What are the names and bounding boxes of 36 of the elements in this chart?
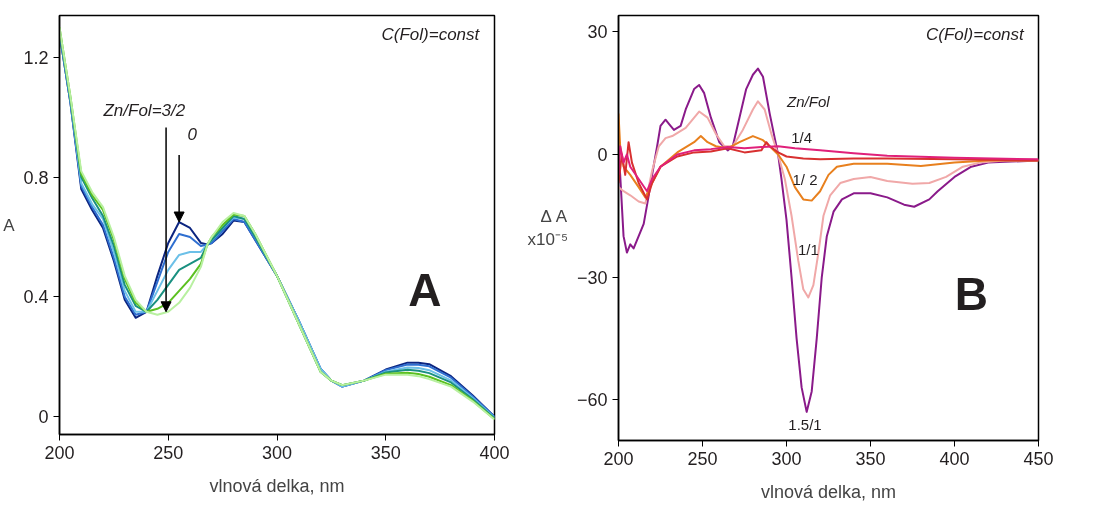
x-axis-title: vlnová delka, nm [209,475,345,496]
line-series [618,141,1039,201]
y-axis-title: Δ A x10⁻⁵ [527,207,568,249]
y-tick-label: 0.8 [23,167,49,188]
y-tick-label: 1.2 [23,47,49,68]
x-tick-label: 400 [939,448,970,469]
annotation: 1.5/1 [788,415,822,433]
y-tick-label: −60 [576,390,608,411]
y-axis-title: A [3,215,16,235]
annotation: A [408,263,442,316]
annotation: 1/4 [791,128,813,146]
x-axis-title: vlnová delka, nm [760,481,897,502]
line-series [618,145,1039,193]
annotation: B [954,267,988,320]
y-tick-label: 0.4 [23,287,49,308]
x-tick-label: 200 [603,448,634,469]
x-tick-label: 450 [1023,448,1054,469]
annotation: Zn/Fol [786,92,831,110]
x-tick-label: 250 [687,448,718,469]
y-tick-label: 30 [587,22,608,43]
x-tick-label: 350 [855,448,886,469]
x-tick-label: 300 [771,448,802,469]
annotation: 1/ 2 [792,170,818,188]
x-tick-label: 400 [479,442,510,463]
x-tick-label: 350 [370,442,401,463]
y-tick-label: 0 [597,144,608,165]
annotation: C(Fol)=const [926,25,1026,45]
annotation: 1/1 [797,241,819,259]
annotation: 0 [187,125,198,145]
x-tick-label: 200 [44,442,75,463]
x-tick-label: 250 [153,442,184,463]
y-tick-label: −30 [576,267,608,288]
annotation: Zn/Fol=3/2 [102,101,186,121]
x-tick-label: 300 [261,442,293,463]
y-tick-label: 0 [38,407,49,428]
annotation: C(Fol)=const [381,24,481,44]
